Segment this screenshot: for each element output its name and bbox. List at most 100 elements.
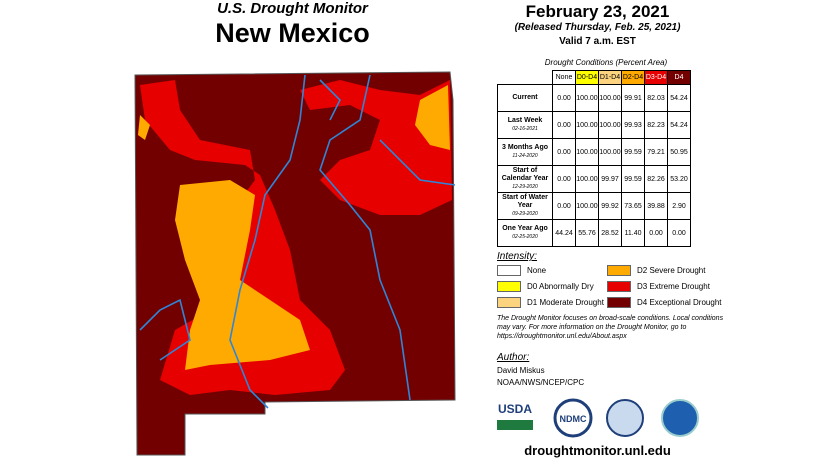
legend-label: D2 Severe Drought (637, 266, 706, 275)
region-d3-ne (300, 80, 452, 215)
row-label-cell: Start of Water Year 09-29-2020 (497, 192, 553, 220)
table-row: Last Week 02-16-2021 0.00 100.00 100.00 99.93… (497, 111, 691, 139)
header-row: None D0-D4 D1-D4 D2-D4 D3-D4 D4 (498, 70, 691, 85)
value-cell: 79.21 (644, 138, 668, 166)
legend-label: D0 Abnormally Dry (527, 282, 594, 291)
legend-item: D0 Abnormally Dry (497, 281, 607, 292)
value-cell: 54.24 (667, 84, 691, 112)
table-row: 3 Months Ago 11-24-2020 0.00 100.00 100.00 99… (497, 138, 691, 166)
column-header: None (552, 70, 576, 85)
legend-swatch (497, 265, 521, 276)
value-cell: 73.65 (621, 192, 645, 220)
legend-title: Intensity: (497, 251, 538, 262)
legend-item: D3 Extreme Drought (607, 281, 727, 292)
url: droughtmonitor.unl.edu (524, 443, 671, 458)
row-label-cell: 3 Months Ago 11-24-2020 (497, 138, 553, 166)
legend-item: D2 Severe Drought (607, 265, 727, 276)
value-cell: 99.59 (621, 138, 645, 166)
legend-swatch (607, 265, 631, 276)
table-row: Start of Water Year 09-29-2020 0.00 100.00 9… (497, 192, 691, 220)
legend-swatch (497, 281, 521, 292)
corner-cell (498, 71, 553, 85)
value-cell: 99.92 (598, 192, 622, 220)
legend-item: D4 Exceptional Drought (607, 297, 727, 308)
legend-label: None (527, 266, 547, 275)
value-cell: 0.00 (552, 138, 576, 166)
row-label: One Year Ago (502, 225, 548, 232)
row-label-cell: Current (497, 84, 553, 112)
logo-noaa (661, 399, 699, 437)
value-cell: 0.00 (644, 219, 668, 247)
value-cell: 44.24 (552, 219, 576, 247)
author-heading: Author: (497, 352, 530, 363)
value-cell: 100.00 (575, 165, 599, 193)
column-header: D0-D4 (575, 70, 599, 85)
logo-doc (606, 399, 644, 437)
logo-ndmc-ring (553, 398, 593, 438)
table-row: One Year Ago 02-25-2020 44.24 55.76 28.52 11.… (497, 219, 691, 247)
valid: Valid 7 a.m. EST (559, 36, 636, 47)
released: (Released Thursday, Feb. 25, 2021) (514, 22, 681, 33)
value-cell: 82.03 (644, 84, 668, 112)
value-cell: 99.97 (598, 165, 622, 193)
logos: USDA NDMC (497, 398, 699, 438)
river (139, 298, 191, 361)
row-date: 02-25-2020 (512, 234, 538, 240)
value-cell: 0.00 (552, 192, 576, 220)
logo-usda: USDA (498, 402, 532, 416)
row-date: 09-29-2020 (512, 211, 538, 217)
value-cell: 0.00 (667, 219, 691, 247)
value-cell: 39.88 (644, 192, 668, 220)
value-cell: 100.00 (575, 138, 599, 166)
value-cell: 54.24 (667, 111, 691, 139)
rivers (139, 74, 456, 409)
stats-table: None D0-D4 D1-D4 D2-D4 D3-D4 D4 Current 0.00 100… (497, 70, 691, 247)
value-cell: 82.26 (644, 165, 668, 193)
author-name: David Miskus (497, 366, 545, 375)
value-cell: 100.00 (575, 111, 599, 139)
logo-usda-mark (497, 420, 533, 430)
note: The Drought Monitor focuses on broad-sca… (497, 315, 724, 340)
row-label-cell: Start of Calendar Year 12-29-2020 (497, 165, 553, 193)
legend-item: D1 Moderate Drought (497, 297, 607, 308)
row-label: 3 Months Ago (501, 144, 548, 151)
value-cell: 100.00 (575, 84, 599, 112)
value-cell: 53.20 (667, 165, 691, 193)
column-header: D4 (667, 70, 691, 85)
row-date: 02-16-2021 (512, 126, 538, 132)
row-label: Start of Water Year (502, 194, 548, 209)
river (319, 79, 341, 121)
row-date: 11-24-2020 (512, 153, 538, 159)
title: New Mexico (215, 18, 370, 48)
row-label-cell: One Year Ago 02-25-2020 (497, 219, 553, 247)
column-header: D2-D4 (621, 70, 645, 85)
table-row: Current 0.00 100.00 100.00 99.91 82.03 54.24 (497, 84, 691, 112)
legend-swatch (497, 297, 521, 308)
legend-item: None (497, 265, 607, 276)
value-cell: 50.95 (667, 138, 691, 166)
legend-label: D1 Moderate Drought (527, 298, 604, 307)
value-cell: 99.91 (621, 84, 645, 112)
value-cell: 100.00 (598, 84, 622, 112)
row-label: Current (512, 94, 538, 101)
value-cell: 99.59 (621, 165, 645, 193)
date: February 23, 2021 (525, 2, 670, 21)
value-cell: 11.40 (621, 219, 645, 247)
value-cell: 82.23 (644, 111, 668, 139)
legend-swatch (607, 281, 631, 292)
table-caption: Drought Conditions (Percent Area) (544, 58, 668, 67)
value-cell: 0.00 (552, 84, 576, 112)
column-header: D3-D4 (644, 70, 668, 85)
river (229, 74, 306, 409)
logo-ndmc: NDMC (560, 414, 587, 424)
table-row: Start of Calendar Year 12-29-2020 0.00 100.… (497, 165, 691, 193)
value-cell: 100.00 (575, 192, 599, 220)
row-label-cell: Last Week 02-16-2021 (497, 111, 553, 139)
value-cell: 2.90 (667, 192, 691, 220)
row-label: Last Week (507, 117, 543, 124)
value-cell: 28.52 (598, 219, 622, 247)
row-label: Start of Calendar Year (501, 167, 549, 182)
value-cell: 55.76 (575, 219, 599, 247)
row-date: 12-29-2020 (512, 184, 538, 190)
